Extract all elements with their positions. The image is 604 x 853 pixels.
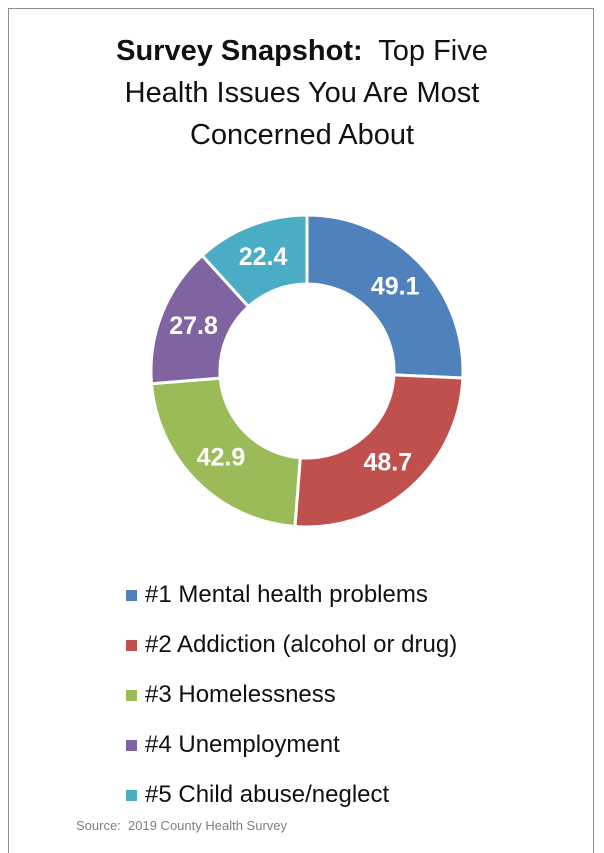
donut-slice: [305, 213, 465, 380]
title-line2-text: Health Issues You Are Most: [124, 77, 480, 109]
legend-item: #5 Child abuse/neglect: [126, 770, 457, 820]
legend-item: #3 Homelessness: [126, 670, 457, 720]
legend-swatch: [126, 739, 137, 751]
data-label: 42.9: [197, 443, 246, 471]
legend-swatch: [126, 789, 137, 801]
title-line3-text: Concerned About: [189, 119, 415, 151]
source-note: Source: 2019 County Health Survey: [76, 818, 288, 833]
legend-label: #1 Mental health problems: [145, 581, 428, 608]
legend-swatch: [126, 589, 137, 601]
title-bold-text: Survey Snapshot:: [116, 35, 363, 67]
legend-item: #4 Unemployment: [126, 720, 457, 770]
chart-legend: #1 Mental health problems #2 Addiction (…: [126, 570, 457, 820]
data-label: 27.8: [169, 312, 218, 340]
donut-slices: [149, 213, 465, 529]
data-label: 22.4: [239, 243, 288, 271]
donut-slice: [149, 376, 302, 529]
legend-swatch: [126, 689, 137, 701]
legend-item: #2 Addiction (alcohol or drug): [126, 620, 457, 670]
data-label: 49.1: [371, 273, 420, 301]
donut-slice: [200, 213, 309, 309]
donut-chart: 49.1 48.7 42.9 27.8 22.4: [149, 213, 465, 529]
legend-item: #1 Mental health problems: [126, 570, 457, 620]
legend-swatch: [126, 639, 137, 651]
title-line1-text: Top Five: [378, 35, 488, 67]
donut-data-labels: 49.1 48.7 42.9 27.8 22.4: [169, 243, 419, 476]
legend-label: #4 Unemployment: [145, 731, 340, 758]
donut-slice: [293, 373, 465, 529]
chart-title: Survey Snapshot: Top Five Health Issues …: [0, 30, 604, 156]
legend-label: #5 Child abuse/neglect: [145, 781, 390, 808]
data-label: 48.7: [363, 448, 412, 476]
legend-label: #2 Addiction (alcohol or drug): [145, 631, 458, 658]
legend-label: #3 Homelessness: [145, 681, 336, 708]
chart-frame: [8, 8, 594, 853]
